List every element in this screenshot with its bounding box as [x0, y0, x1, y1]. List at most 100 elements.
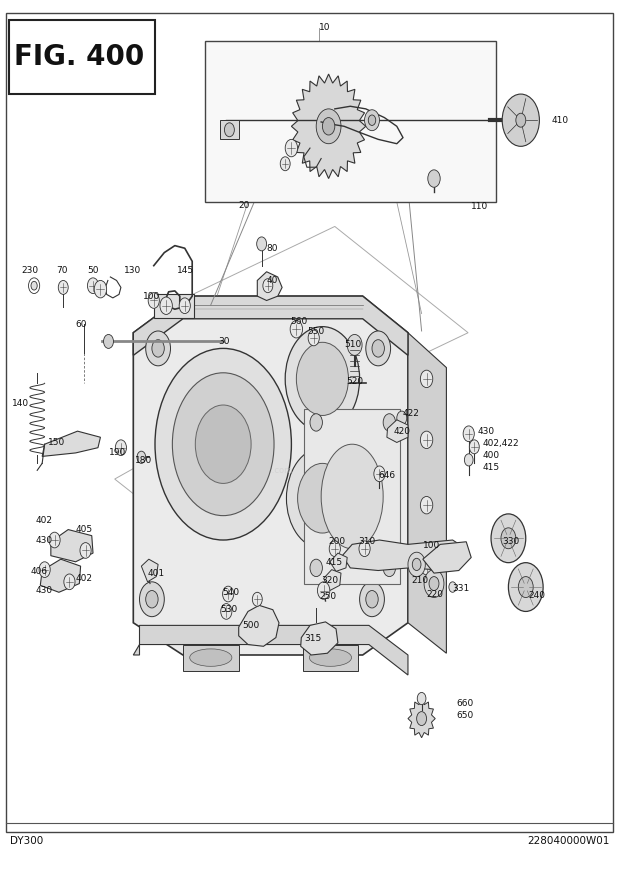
Circle shape	[508, 563, 543, 611]
Circle shape	[64, 574, 75, 590]
Circle shape	[152, 340, 164, 357]
Polygon shape	[342, 540, 466, 571]
Circle shape	[317, 582, 330, 599]
Text: 402: 402	[76, 574, 92, 583]
Circle shape	[140, 582, 164, 617]
Circle shape	[160, 297, 172, 314]
Text: DY300: DY300	[10, 836, 43, 847]
Circle shape	[412, 558, 421, 571]
Text: 402: 402	[36, 517, 53, 525]
Text: 420: 420	[393, 427, 410, 436]
Text: 330: 330	[502, 537, 520, 546]
Circle shape	[417, 692, 426, 705]
Circle shape	[366, 331, 391, 366]
Circle shape	[329, 541, 340, 557]
Text: 30: 30	[218, 337, 230, 346]
Polygon shape	[408, 333, 446, 653]
Circle shape	[360, 582, 384, 617]
Polygon shape	[133, 296, 408, 655]
Text: 210: 210	[412, 576, 429, 584]
Circle shape	[290, 321, 303, 338]
Circle shape	[224, 123, 234, 137]
Circle shape	[417, 712, 427, 726]
Circle shape	[221, 604, 232, 619]
Circle shape	[420, 431, 433, 449]
Text: 250: 250	[319, 592, 337, 601]
Text: 140: 140	[12, 399, 30, 408]
Text: 190: 190	[108, 448, 126, 456]
Text: 100: 100	[423, 541, 440, 550]
Circle shape	[308, 330, 319, 346]
Circle shape	[316, 109, 341, 144]
Circle shape	[280, 157, 290, 171]
Circle shape	[104, 334, 113, 348]
Circle shape	[285, 139, 298, 157]
Circle shape	[39, 562, 50, 577]
Text: 650: 650	[456, 712, 474, 720]
Circle shape	[195, 405, 251, 483]
Bar	[220, 120, 239, 139]
Circle shape	[429, 577, 439, 591]
Text: 200: 200	[329, 537, 346, 546]
Circle shape	[155, 348, 291, 540]
Circle shape	[49, 532, 60, 548]
Circle shape	[516, 113, 526, 127]
Text: 560: 560	[290, 317, 308, 326]
Text: 331: 331	[453, 584, 470, 593]
Circle shape	[115, 440, 126, 456]
Circle shape	[347, 334, 362, 355]
Text: 500: 500	[242, 621, 259, 630]
Polygon shape	[408, 699, 435, 738]
Circle shape	[252, 592, 262, 606]
Circle shape	[408, 552, 425, 577]
Circle shape	[148, 293, 159, 308]
Text: 415: 415	[326, 558, 343, 567]
Polygon shape	[239, 605, 279, 646]
Text: 100: 100	[143, 292, 160, 300]
Polygon shape	[324, 570, 341, 591]
Circle shape	[310, 559, 322, 577]
Bar	[9, 20, 155, 94]
Circle shape	[146, 591, 158, 608]
Circle shape	[502, 94, 539, 146]
Text: 415: 415	[482, 463, 500, 472]
Text: 110: 110	[471, 202, 489, 211]
Circle shape	[491, 514, 526, 563]
Circle shape	[310, 414, 322, 431]
Circle shape	[263, 279, 273, 293]
Text: 402,422: 402,422	[482, 439, 519, 448]
Text: 70: 70	[56, 266, 68, 274]
Text: 80: 80	[267, 244, 278, 253]
Text: 240: 240	[528, 591, 545, 600]
Text: 540: 540	[222, 588, 239, 597]
Polygon shape	[291, 74, 366, 179]
Circle shape	[372, 340, 384, 357]
Text: 230: 230	[22, 266, 39, 274]
Circle shape	[359, 541, 370, 557]
Text: 405: 405	[76, 525, 93, 534]
Text: 430: 430	[36, 536, 53, 544]
Circle shape	[179, 298, 190, 314]
Ellipse shape	[321, 444, 383, 549]
Circle shape	[80, 543, 91, 558]
Text: 406: 406	[31, 567, 48, 576]
Polygon shape	[133, 625, 408, 675]
Text: 430: 430	[36, 586, 53, 595]
Circle shape	[463, 426, 474, 442]
Text: eReplacementParts.com: eReplacementParts.com	[191, 466, 293, 475]
Text: 422: 422	[403, 409, 420, 418]
Circle shape	[374, 466, 385, 482]
Circle shape	[29, 278, 40, 294]
Circle shape	[146, 331, 170, 366]
Bar	[304, 409, 400, 584]
Circle shape	[368, 115, 376, 125]
Polygon shape	[42, 431, 100, 456]
Text: 40: 40	[267, 276, 278, 285]
Circle shape	[285, 327, 360, 431]
Text: 130: 130	[124, 266, 141, 274]
Bar	[183, 645, 239, 671]
Text: 10: 10	[319, 24, 331, 32]
Text: 410: 410	[552, 116, 569, 125]
Circle shape	[365, 110, 379, 131]
Circle shape	[31, 281, 37, 290]
